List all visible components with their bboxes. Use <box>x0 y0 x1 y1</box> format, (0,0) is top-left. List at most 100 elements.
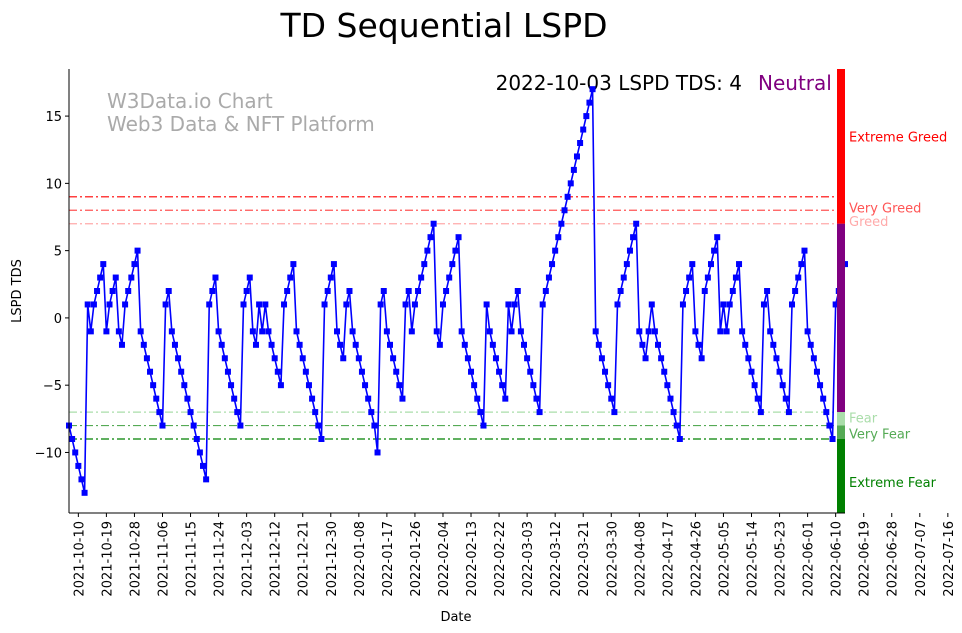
data-point <box>732 274 739 281</box>
data-point <box>720 301 727 308</box>
data-point <box>552 247 559 254</box>
data-point <box>296 341 303 348</box>
data-point <box>736 261 743 268</box>
data-point <box>377 301 384 308</box>
data-point <box>723 328 730 335</box>
zone-bar <box>837 223 845 413</box>
data-point <box>567 180 574 187</box>
data-point <box>122 301 129 308</box>
data-point <box>729 288 736 294</box>
data-point <box>642 355 649 362</box>
data-point <box>277 382 284 389</box>
data-point <box>804 328 811 335</box>
data-point <box>770 341 777 348</box>
data-point <box>661 368 668 375</box>
data-point <box>577 140 584 146</box>
data-point <box>760 301 767 308</box>
zone-label-extreme-fear: Extreme Fear <box>849 476 937 491</box>
data-point <box>673 422 680 429</box>
zone-label-very-fear: Very Fear <box>849 428 911 443</box>
data-point <box>505 301 512 308</box>
data-point <box>764 288 771 294</box>
data-point <box>246 274 253 281</box>
data-point <box>679 301 686 308</box>
data-point <box>293 328 300 335</box>
data-point <box>147 368 154 375</box>
data-point <box>305 382 312 389</box>
data-point <box>190 422 197 429</box>
data-point <box>439 301 446 308</box>
data-point <box>461 341 468 348</box>
data-point <box>405 288 412 294</box>
data-point <box>664 382 671 389</box>
data-point <box>131 261 138 268</box>
status-readout: 2022-10-03 LSPD TDS: 4 <box>496 71 742 95</box>
data-point <box>595 341 602 348</box>
data-point <box>701 288 708 294</box>
data-point <box>726 301 733 308</box>
data-point <box>801 247 808 254</box>
data-point <box>692 328 699 335</box>
data-point <box>140 341 147 348</box>
data-point <box>474 395 481 402</box>
data-point <box>826 422 833 429</box>
data-point <box>252 341 259 348</box>
data-point <box>807 341 814 348</box>
data-point <box>524 355 531 362</box>
data-point <box>81 489 88 496</box>
data-point <box>695 341 702 348</box>
data-point <box>480 422 487 429</box>
x-tick-label: 2021-12-21 <box>297 521 312 597</box>
data-point <box>287 274 294 281</box>
data-point <box>178 368 185 375</box>
data-point <box>471 382 478 389</box>
data-point <box>349 328 356 335</box>
data-point <box>492 355 499 362</box>
data-point <box>589 86 596 93</box>
x-tick-label: 2022-07-07 <box>914 521 929 597</box>
x-tick-label: 2022-01-08 <box>353 521 368 597</box>
data-point <box>271 355 278 362</box>
data-point <box>651 328 658 335</box>
data-point <box>533 395 540 402</box>
data-point <box>231 395 238 402</box>
data-point <box>832 301 839 308</box>
data-point <box>667 395 674 402</box>
data-point <box>564 193 571 200</box>
data-point <box>334 328 341 335</box>
data-point <box>608 395 615 402</box>
data-point <box>75 462 82 469</box>
data-point <box>383 328 390 335</box>
data-point <box>586 99 593 106</box>
data-point <box>281 301 288 308</box>
data-point <box>321 301 328 308</box>
data-point <box>69 436 76 442</box>
data-point <box>362 382 369 389</box>
data-point <box>100 261 107 268</box>
data-point <box>143 355 150 362</box>
x-tick-label: 2022-07-16 <box>942 521 957 597</box>
data-point <box>623 261 630 268</box>
data-point <box>813 368 820 375</box>
watermark-line-1: W3Data.io Chart <box>107 89 273 113</box>
data-point <box>418 274 425 281</box>
data-point <box>284 288 291 294</box>
data-point <box>327 274 334 281</box>
data-point <box>742 341 749 348</box>
data-point <box>368 409 375 416</box>
x-tick-label: 2021-10-28 <box>128 521 143 597</box>
data-point <box>234 409 241 416</box>
y-tick-label: −10 <box>35 446 62 461</box>
x-tick-label: 2021-12-03 <box>241 521 256 597</box>
data-point <box>371 422 378 429</box>
data-point <box>614 301 621 308</box>
data-point <box>118 341 125 348</box>
data-point <box>795 274 802 281</box>
data-point <box>393 368 400 375</box>
data-point <box>380 288 387 294</box>
data-point <box>810 355 817 362</box>
x-axis-label: Date <box>440 610 471 625</box>
data-point <box>249 328 256 335</box>
